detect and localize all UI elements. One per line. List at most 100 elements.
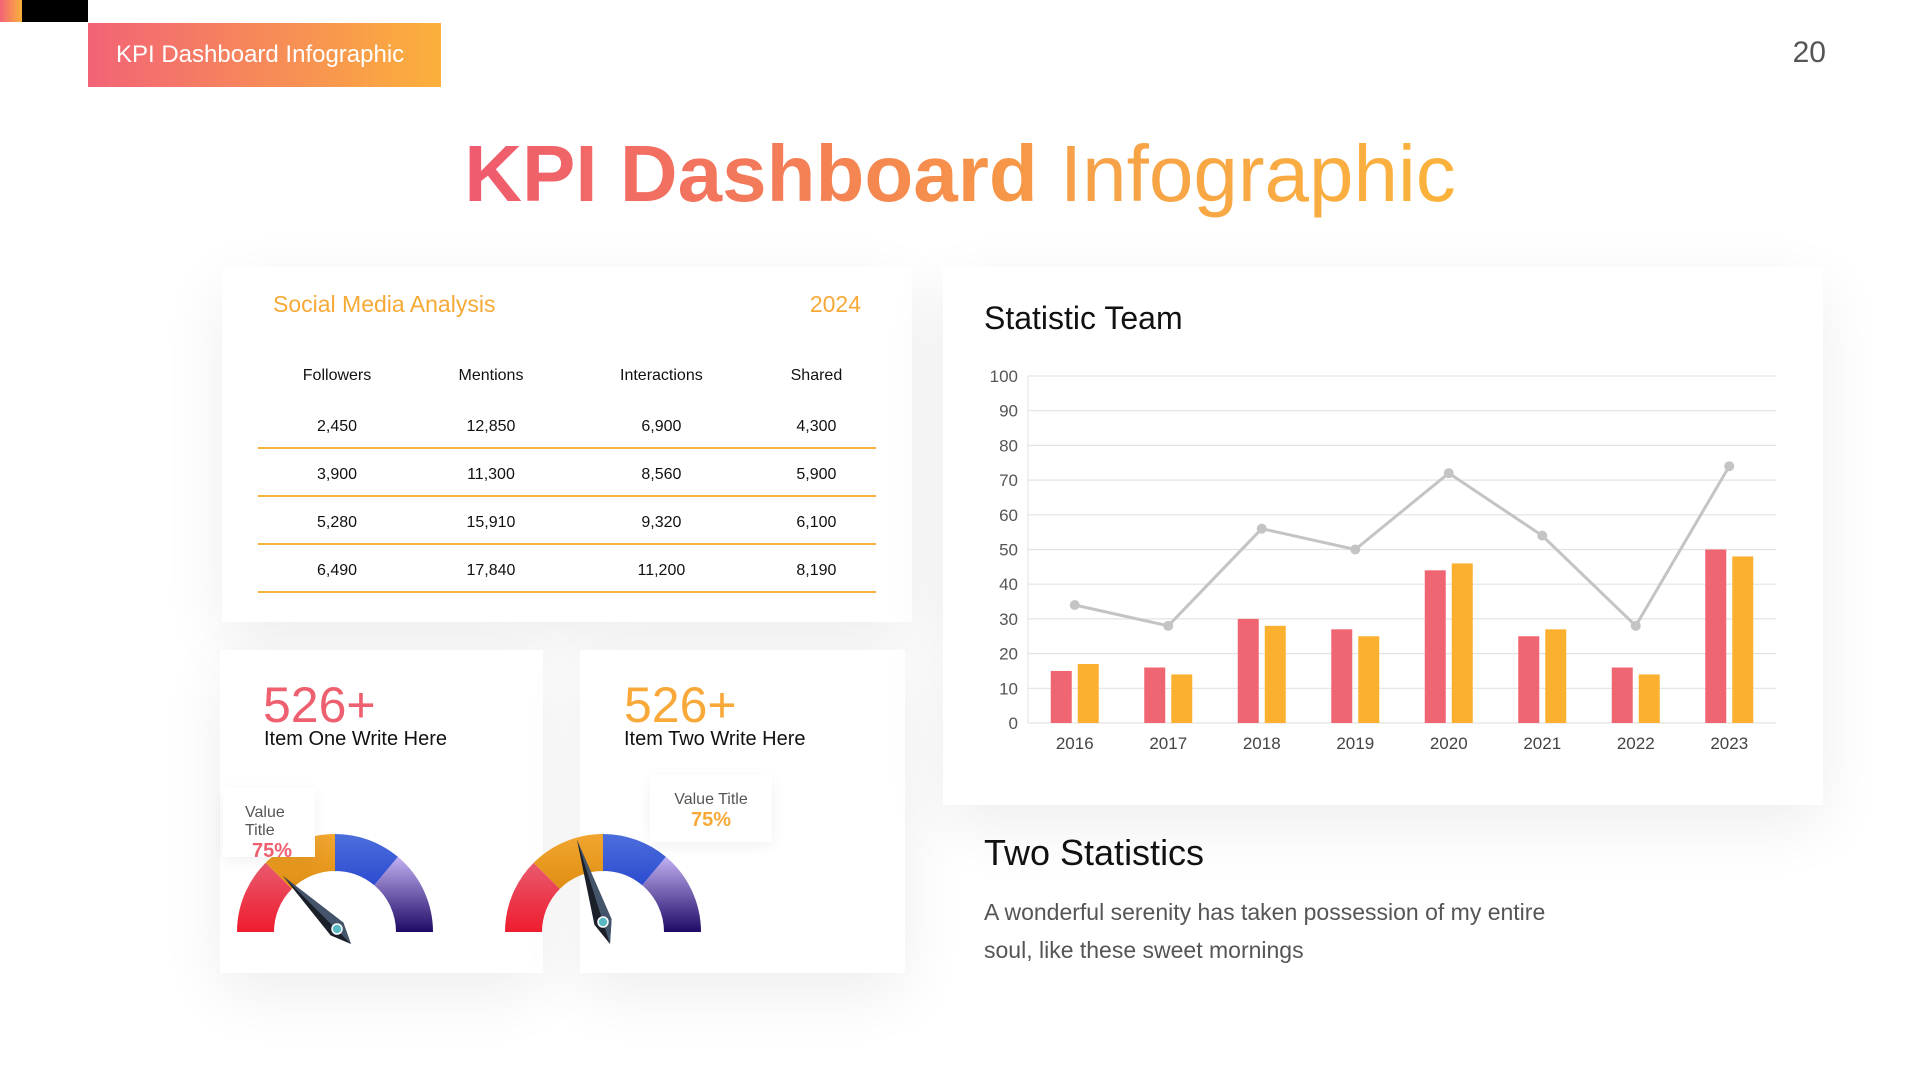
table-cell: 8,560 bbox=[565, 448, 757, 497]
trend-point bbox=[1724, 461, 1735, 472]
x-tick-label: 2016 bbox=[1056, 734, 1094, 753]
table-cell: 11,300 bbox=[416, 448, 566, 497]
y-tick-label: 60 bbox=[999, 506, 1018, 525]
gauge-purple-segment bbox=[374, 856, 433, 932]
social-table: Followers Mentions Interactions Shared 2… bbox=[258, 352, 876, 593]
table-row: 2,450 12,850 6,900 4,300 bbox=[258, 400, 876, 449]
y-tick-label: 10 bbox=[999, 679, 1018, 698]
bar bbox=[1611, 667, 1633, 723]
table-cell: 17,840 bbox=[416, 544, 566, 593]
table-cell: 2,450 bbox=[258, 400, 417, 449]
x-tick-label: 2019 bbox=[1336, 734, 1374, 753]
y-tick-label: 20 bbox=[999, 645, 1018, 664]
table-cell: 8,190 bbox=[756, 544, 876, 593]
x-tick-label: 2020 bbox=[1430, 734, 1468, 753]
y-tick-label: 0 bbox=[1009, 714, 1018, 733]
table-cell: 6,900 bbox=[565, 400, 757, 449]
kpi-label-2: Item Two Write Here bbox=[624, 728, 806, 750]
two-stats-line: A wonderful serenity has taken possessio… bbox=[984, 899, 1546, 925]
gauge-hub bbox=[331, 923, 343, 935]
value-callout-1: Value Title 75% bbox=[223, 788, 315, 862]
bar bbox=[1732, 556, 1754, 723]
table-cell: 6,100 bbox=[756, 496, 876, 545]
y-tick-label: 90 bbox=[999, 402, 1018, 421]
trend-point bbox=[1537, 530, 1548, 541]
value-callout-2: Value Title 75% bbox=[650, 775, 772, 842]
trend-point bbox=[1630, 620, 1641, 631]
y-tick-label: 100 bbox=[990, 367, 1018, 386]
kpi-value-1: 526+ bbox=[263, 677, 376, 733]
y-tick-label: 30 bbox=[999, 610, 1018, 629]
col-header: Followers bbox=[302, 367, 372, 384]
y-tick-label: 40 bbox=[999, 575, 1018, 594]
bar bbox=[1077, 664, 1099, 723]
table-cell: 9,320 bbox=[565, 496, 757, 545]
bar bbox=[1171, 674, 1193, 723]
col-header: Shared bbox=[790, 367, 843, 384]
value-title: Value Title bbox=[674, 791, 748, 808]
table-cell: 15,910 bbox=[416, 496, 566, 545]
table-cell: 6,490 bbox=[258, 544, 417, 593]
table-row: 6,490 17,840 11,200 8,190 bbox=[258, 544, 876, 593]
table-cell: 11,200 bbox=[565, 544, 757, 593]
col-header: Mentions bbox=[458, 367, 524, 384]
page-number: 20 bbox=[1792, 36, 1826, 69]
trend-point bbox=[1069, 600, 1080, 611]
two-stats-body: A wonderful serenity has taken possessio… bbox=[984, 893, 1545, 969]
bar bbox=[1237, 618, 1259, 723]
bar bbox=[1264, 625, 1286, 723]
two-stats-title: Two Statistics bbox=[984, 832, 1205, 873]
header-tag: KPI Dashboard Infographic bbox=[88, 23, 441, 87]
x-tick-label: 2022 bbox=[1617, 734, 1655, 753]
gauge-needle-shade bbox=[283, 876, 351, 944]
gauge-orange-segment bbox=[265, 834, 335, 889]
x-tick-label: 2018 bbox=[1243, 734, 1281, 753]
bar bbox=[1518, 636, 1540, 723]
chart-title: Statistic Team bbox=[984, 300, 1183, 336]
gauge-red-segment bbox=[505, 862, 560, 932]
corner-accent bbox=[0, 0, 88, 22]
bar bbox=[1358, 636, 1380, 723]
page-title-bold: KPI Dashboard bbox=[464, 129, 1038, 218]
value-percent: 75% bbox=[252, 840, 293, 862]
x-tick-label: 2023 bbox=[1710, 734, 1748, 753]
table-row: 5,280 15,910 9,320 6,100 bbox=[258, 496, 876, 545]
page-title: KPI Dashboard Infographic bbox=[0, 128, 1920, 220]
gauge-hub bbox=[597, 916, 609, 928]
gauge-red-segment bbox=[237, 862, 292, 932]
x-tick-label: 2017 bbox=[1149, 734, 1187, 753]
bar bbox=[1424, 570, 1446, 723]
y-tick-label: 70 bbox=[999, 471, 1018, 490]
table-row: 3,900 11,300 8,560 5,900 bbox=[258, 448, 876, 497]
bar-line-chart: 0 10 20 30 40 50 60 70 80 90 100 2016 2017 2018 2019 20… bbox=[990, 367, 1776, 753]
bar bbox=[1638, 674, 1660, 723]
y-tick-label: 80 bbox=[999, 436, 1018, 455]
bar bbox=[1144, 667, 1166, 723]
bar bbox=[1705, 549, 1727, 723]
kpi-value-2: 526+ bbox=[624, 677, 737, 733]
two-stats-line: soul, like these sweet mornings bbox=[984, 937, 1304, 963]
table-cell: 5,280 bbox=[258, 496, 417, 545]
social-year: 2024 bbox=[809, 291, 861, 317]
trend-line bbox=[1074, 465, 1731, 629]
table-cell: 5,900 bbox=[756, 448, 876, 497]
gauge-blue-segment bbox=[603, 834, 666, 886]
bar bbox=[1545, 629, 1567, 723]
bar bbox=[1050, 670, 1072, 723]
table-cell: 12,850 bbox=[416, 400, 566, 449]
social-title: Social Media Analysis bbox=[273, 291, 496, 317]
bar bbox=[1331, 629, 1353, 723]
gauge-purple-segment bbox=[642, 856, 701, 932]
page-title-light: Infographic bbox=[1059, 129, 1456, 218]
trend-point bbox=[1256, 523, 1267, 534]
y-tick-label: 50 bbox=[999, 541, 1018, 560]
corner-accent-gradient bbox=[0, 0, 22, 22]
col-header: Interactions bbox=[620, 367, 703, 384]
value-percent: 75% bbox=[690, 809, 732, 831]
bar bbox=[1451, 563, 1473, 723]
trend-point bbox=[1163, 620, 1174, 631]
trend-point bbox=[1443, 468, 1454, 479]
gauge-blue-segment bbox=[335, 834, 398, 886]
value-title: Value Title bbox=[245, 804, 285, 839]
